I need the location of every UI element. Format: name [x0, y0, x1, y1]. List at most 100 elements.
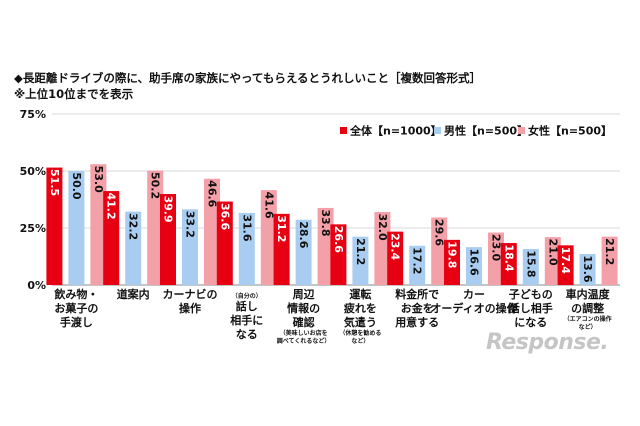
bar [500, 243, 517, 285]
bar-value-label: 21.2 [354, 238, 367, 265]
chart-subtitle: ※上位10位までを表示 [14, 87, 134, 101]
category-label: 確認 [293, 315, 315, 329]
category-label: 飲み物・ [53, 287, 98, 301]
category-label: 料金所で [395, 287, 439, 301]
category-label: 疲れを [344, 301, 377, 315]
bar-value-label: 18.4 [502, 244, 515, 271]
category-label: なる [236, 328, 258, 341]
bar-value-label: 17.4 [559, 247, 572, 274]
bar [260, 190, 277, 285]
bar-value-label: 23.4 [389, 233, 402, 260]
bar [147, 170, 164, 285]
bar [466, 247, 482, 285]
bar [374, 212, 391, 285]
category-note: など） [579, 323, 597, 331]
legend-label: 全体【n=1000】 [349, 124, 442, 138]
category-label: 周辺 [293, 288, 315, 301]
category-label: 運転 [349, 287, 371, 301]
y-axis-ticks: 0% 25% 50% 75% [20, 108, 46, 292]
bar-value-label: 28.6 [297, 221, 310, 248]
legend-swatch [340, 127, 347, 134]
bar [601, 236, 618, 285]
bar [204, 178, 220, 285]
bar-value-label: 32.2 [127, 213, 140, 240]
category-label: 手渡し [60, 315, 93, 329]
chart-title: ◆長距離ドライブの際に、助手席の家族にやってもらえるとうれしいこと［複数回答形式… [14, 71, 481, 85]
bar [182, 209, 198, 285]
bar-value-label: 17.2 [411, 247, 424, 274]
bar [488, 232, 504, 285]
bar [238, 212, 255, 285]
bar-value-label: 46.6 [206, 180, 219, 207]
bar [103, 191, 120, 285]
bar [317, 207, 334, 285]
bar [387, 231, 404, 285]
bar [431, 217, 448, 285]
bar [90, 164, 107, 285]
bar [557, 245, 574, 285]
bar-value-label: 15.8 [524, 250, 537, 277]
bar-value-label: 50.0 [70, 172, 83, 199]
category-label: 道案内 [117, 287, 150, 301]
bar-value-label: 50.2 [149, 172, 162, 199]
category-label: カーナビの [163, 287, 218, 301]
bar-value-label: 21.2 [603, 238, 616, 265]
bar [46, 167, 63, 285]
category-label: の調整 [571, 301, 604, 315]
category-label: 操作 [179, 301, 201, 315]
legend-label: 女性【n=500】 [528, 124, 612, 138]
bar [125, 211, 142, 285]
bar-value-label: 13.6 [581, 255, 594, 282]
bar-value-label: 16.6 [468, 249, 481, 276]
bar [330, 224, 347, 285]
bar-value-label: 26.6 [332, 226, 345, 253]
chart-bars: 51.5 50.0 53.041.2 32.2 50.239.9 33.2 46.636.6… [46, 164, 618, 285]
bar-value-label: 21.0 [546, 239, 559, 266]
chart-legend: 全体【n=1000】 男性【n=500】 女性【n=500】 [340, 124, 612, 138]
category-label: 相手に [230, 313, 263, 327]
bar [352, 236, 369, 285]
y-tick-label: 75% [20, 108, 46, 121]
category-label: お菓子の [54, 301, 98, 315]
bar-value-label: 41.6 [262, 192, 275, 219]
category-label: になる [514, 316, 547, 329]
bar [409, 245, 426, 285]
category-label: 用意する [395, 315, 439, 329]
legend-swatch [434, 127, 441, 134]
bar [444, 239, 460, 285]
y-tick-label: 0% [27, 279, 46, 292]
bar-value-label: 23.0 [490, 234, 503, 261]
bar-value-label: 39.9 [162, 195, 175, 222]
legend-swatch [518, 127, 525, 134]
category-note: （自分の） [232, 292, 262, 300]
bar-value-label: 41.2 [105, 192, 118, 219]
legend-label: 男性【n=500】 [444, 124, 528, 138]
bar-value-label: 19.8 [446, 241, 459, 268]
category-label: 子どもの [509, 288, 553, 301]
y-tick-label: 25% [20, 222, 46, 235]
bar-value-label: 29.6 [433, 219, 446, 246]
y-tick-label: 50% [20, 165, 46, 178]
bar [522, 248, 539, 285]
category-note: （美味しいお店を [280, 329, 328, 337]
bar [273, 213, 290, 285]
category-label: 話し [236, 299, 258, 313]
bar-value-label: 53.0 [92, 166, 105, 193]
bar [579, 253, 596, 285]
bar [216, 201, 233, 285]
bar-value-label: 36.6 [218, 203, 231, 230]
bar-value-label: 32.0 [376, 213, 389, 240]
bar [544, 237, 561, 285]
category-note: （エアコンの操作 [564, 315, 612, 323]
bar-value-label: 31.2 [275, 215, 288, 242]
category-label: 車内温度 [566, 287, 611, 301]
response-watermark-logo: Response. [486, 330, 609, 355]
bar-value-label: 31.6 [240, 214, 253, 241]
bar-value-label: 33.8 [319, 209, 332, 236]
category-label: お金を [401, 301, 434, 315]
category-note: （休憩を勧める [339, 329, 381, 337]
category-note: 調べてくれるなど） [277, 337, 331, 345]
category-label: 気遣う [344, 315, 377, 329]
